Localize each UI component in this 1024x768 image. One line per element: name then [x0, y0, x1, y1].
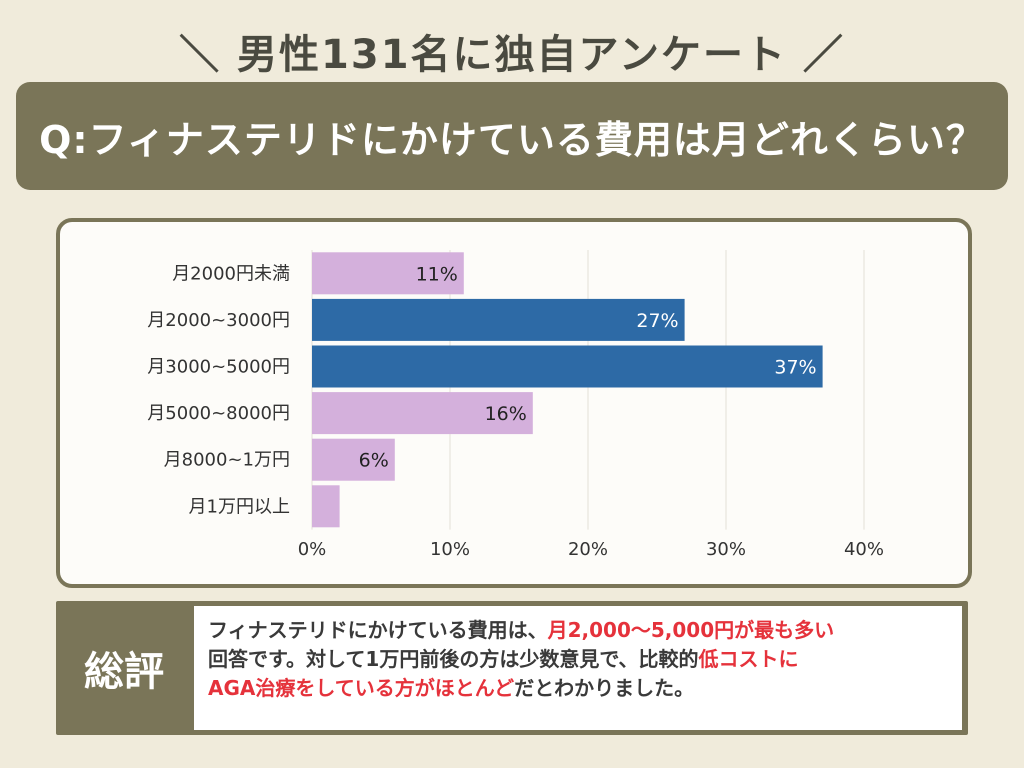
data-label: 16%	[485, 403, 527, 425]
x-tick-label: 10%	[430, 539, 470, 560]
x-tick-label: 20%	[568, 539, 608, 560]
summary-label: 総評	[84, 649, 164, 695]
summary-text: フィナステリドにかけている費用は、月2,000〜5,000円が最も多い 回答です…	[194, 606, 962, 730]
bar	[312, 252, 464, 295]
summary-segment-6: だとわかりました。	[514, 676, 695, 700]
summary-segment-2: 月2,000〜5,000円が最も多い	[547, 618, 835, 642]
category-label: 月5000~8000円	[147, 403, 290, 424]
category-label: 月2000円未満	[172, 263, 290, 284]
question-text: Q:フィナステリドにかけている費用は月どれくらい？	[39, 117, 985, 162]
data-label: 27%	[636, 310, 678, 332]
x-tick-label: 40%	[844, 539, 884, 560]
category-label: 月3000~5000円	[147, 357, 290, 378]
data-label: 11%	[416, 263, 458, 285]
summary-segment-5: AGA治療をしている方がほとんど	[208, 676, 515, 700]
category-label: 月2000~3000円	[147, 310, 290, 331]
bar	[312, 438, 395, 481]
x-tick-label: 0%	[298, 539, 327, 560]
bar	[312, 485, 340, 528]
survey-header: ＼ 男性131名に独自アンケート ／	[179, 32, 845, 78]
category-label: 月8000~1万円	[164, 450, 290, 471]
summary-segment-1: フィナステリドにかけている費用は、	[208, 618, 548, 642]
category-label: 月1万円以上	[189, 496, 290, 517]
chart-card: 0% 10% 20% 30% 40% 月2000円未満 11% 月2000~3000円 27% 月…	[56, 218, 972, 588]
bar	[312, 298, 685, 341]
data-label: 37%	[774, 357, 816, 379]
summary-segment-3: 回答です。対して1万円前後の方は少数意見で、比較的	[208, 647, 699, 671]
bar-chart: 0% 10% 20% 30% 40% 月2000円未満 11% 月2000~3000円 27% 月…	[147, 250, 884, 560]
bar	[312, 392, 533, 435]
x-tick-label: 30%	[706, 539, 746, 560]
question-banner: Q:フィナステリドにかけている費用は月どれくらい？	[16, 82, 1008, 190]
bar	[312, 345, 823, 388]
summary-segment-4: 低コストに	[698, 647, 799, 671]
data-label: 6%	[359, 450, 389, 472]
summary-box: 総評 フィナステリドにかけている費用は、月2,000〜5,000円が最も多い 回…	[56, 601, 968, 735]
